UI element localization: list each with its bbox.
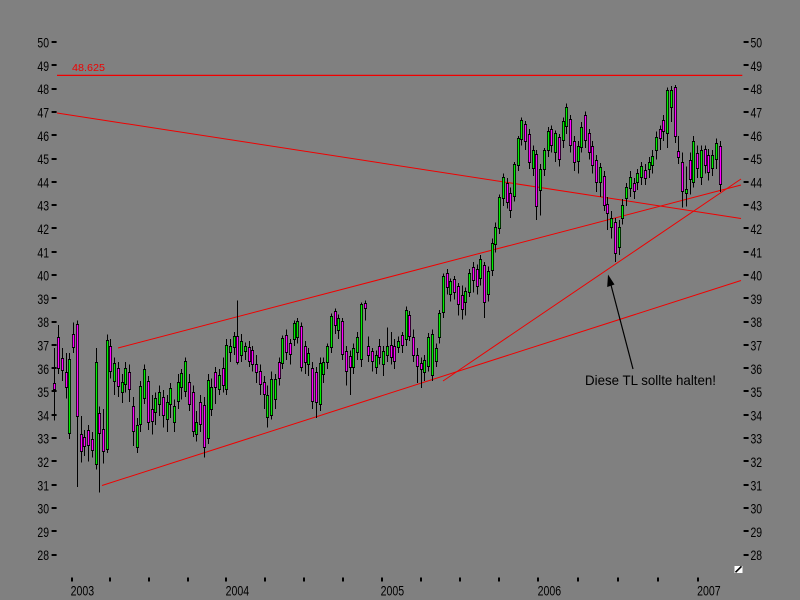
svg-text:33: 33 [751, 431, 763, 447]
svg-text:40: 40 [751, 268, 763, 284]
svg-text:41: 41 [37, 244, 49, 260]
svg-text:28: 28 [751, 547, 763, 563]
svg-text:29: 29 [751, 524, 763, 540]
svg-text:32: 32 [37, 454, 49, 470]
svg-text:36: 36 [751, 361, 763, 377]
svg-text:36: 36 [37, 361, 49, 377]
svg-text:35: 35 [37, 384, 49, 400]
svg-text:29: 29 [37, 524, 49, 540]
svg-text:30: 30 [37, 501, 49, 517]
svg-text:38: 38 [751, 314, 763, 330]
svg-text:32: 32 [751, 454, 763, 470]
svg-text:41: 41 [751, 244, 763, 260]
svg-text:2007: 2007 [697, 582, 721, 598]
svg-text:37: 37 [751, 338, 763, 354]
svg-text:46: 46 [751, 128, 763, 144]
svg-text:40: 40 [37, 268, 49, 284]
svg-text:31: 31 [751, 477, 763, 493]
svg-text:2003: 2003 [71, 582, 95, 598]
svg-text:42: 42 [37, 221, 49, 237]
svg-text:39: 39 [37, 291, 49, 307]
svg-text:38: 38 [37, 314, 49, 330]
svg-text:45: 45 [37, 151, 49, 167]
svg-text:2004: 2004 [226, 582, 250, 598]
svg-text:43: 43 [751, 198, 763, 214]
svg-text:45: 45 [751, 151, 763, 167]
svg-text:47: 47 [751, 105, 763, 121]
svg-text:30: 30 [751, 501, 763, 517]
svg-text:34: 34 [751, 407, 763, 423]
svg-text:35: 35 [751, 384, 763, 400]
svg-text:48.625: 48.625 [72, 62, 105, 74]
svg-text:42: 42 [751, 221, 763, 237]
svg-text:50: 50 [37, 35, 49, 51]
svg-text:49: 49 [751, 58, 763, 74]
svg-text:48: 48 [37, 81, 49, 97]
svg-text:50: 50 [751, 35, 763, 51]
svg-text:46: 46 [37, 128, 49, 144]
svg-text:Diese TL sollte halten!: Diese TL sollte halten! [585, 372, 716, 388]
svg-text:33: 33 [37, 431, 49, 447]
svg-text:47: 47 [37, 105, 49, 121]
svg-text:44: 44 [37, 174, 49, 190]
svg-text:28: 28 [37, 547, 49, 563]
svg-text:34: 34 [37, 407, 49, 423]
svg-text:31: 31 [37, 477, 49, 493]
svg-text:48: 48 [751, 81, 763, 97]
svg-text:2005: 2005 [381, 582, 405, 598]
svg-text:2006: 2006 [538, 582, 562, 598]
svg-text:37: 37 [37, 338, 49, 354]
svg-text:43: 43 [37, 198, 49, 214]
svg-text:44: 44 [751, 174, 763, 190]
svg-text:39: 39 [751, 291, 763, 307]
svg-text:49: 49 [37, 58, 49, 74]
